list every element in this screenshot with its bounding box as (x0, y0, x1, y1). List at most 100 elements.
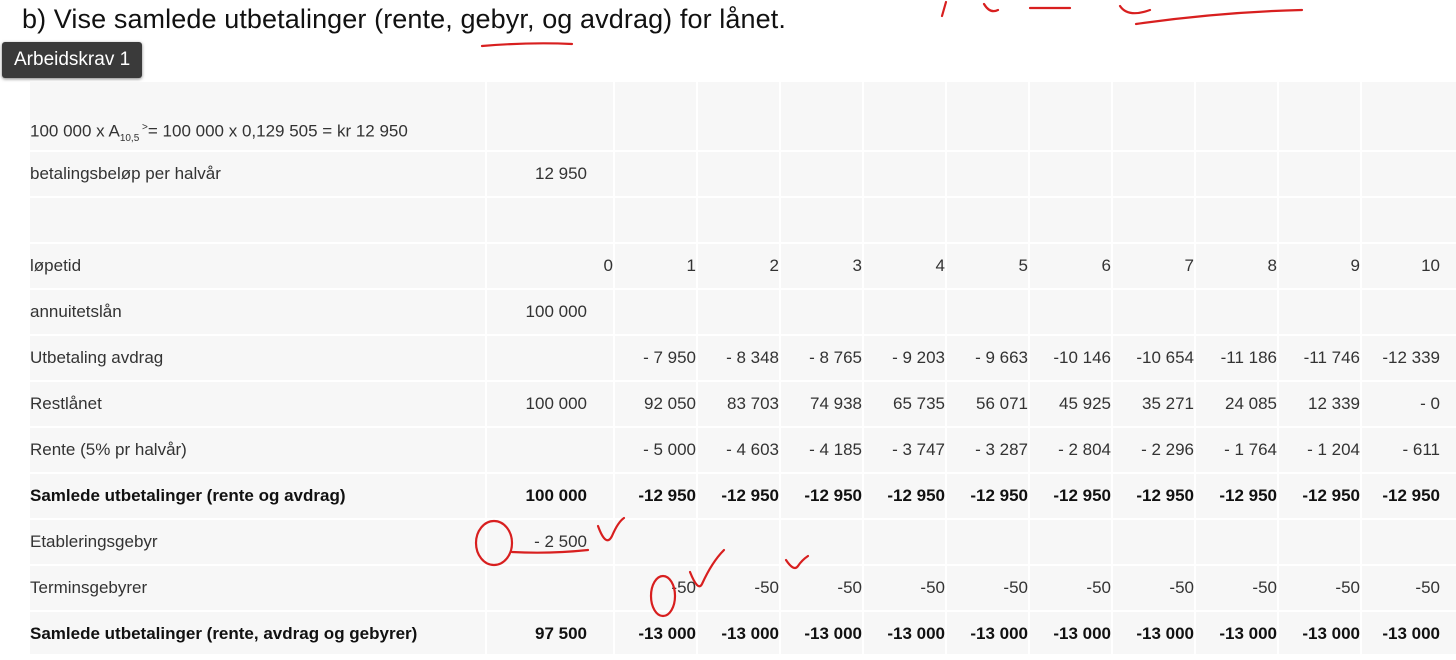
row-label: Samlede utbetalinger (rente, avdrag og g… (30, 624, 418, 643)
table-cell: -12 950 (1302, 486, 1360, 505)
table-cell: -50 (920, 578, 945, 597)
grid-line (1111, 82, 1113, 654)
table-row: løpetid 0 1 2 3 4 5 6 7 8 9 10 (30, 244, 1456, 290)
formula-arrow: ˃ (139, 122, 148, 133)
table-cell: -12 950 (970, 486, 1028, 505)
table-cell: -13 000 (638, 624, 696, 643)
table-cell: 100 000 (525, 486, 587, 505)
table-cell: 65 735 (893, 394, 945, 413)
table-cell: - 2 804 (1058, 440, 1111, 459)
annotation-scribble-top (940, 0, 1304, 26)
row-label: Rente (5% pr halvår) (30, 440, 187, 459)
slide-title-badge: Arbeidskrav 1 (2, 42, 143, 78)
table-cell: -11 746 (1303, 348, 1360, 367)
grid-line (945, 82, 947, 654)
table-row: Restlånet 100 000 92 050 83 703 74 938 65 735… (30, 382, 1456, 428)
table-row: Rente (5% pr halvår) - 5 000 - 4 603 - 4 18… (30, 428, 1456, 474)
period-number: 7 (1184, 256, 1194, 275)
table-cell: - 1 204 (1307, 440, 1360, 459)
table-cell: -12 950 (638, 486, 696, 505)
table-cell: -13 000 (1136, 624, 1194, 643)
table-cell: - 4 185 (809, 440, 862, 459)
table-cell: - 1 764 (1224, 440, 1277, 459)
table-row: Etableringsgebyr - 2 500 (30, 520, 1456, 566)
table-cell: 74 938 (810, 394, 862, 413)
table-cell: -50 (1086, 578, 1111, 597)
spreadsheet-table: 100 000 x A10,5 ˃= 100 000 x 0,129 505 =… (30, 82, 1456, 658)
grid-line (1360, 82, 1362, 654)
table-cell: - 9 663 (975, 348, 1028, 367)
table-cell: 100 000 (525, 394, 587, 413)
table-cell: -12 950 (1053, 486, 1111, 505)
table-cell: 12 950 (535, 164, 587, 183)
table-row (30, 198, 1456, 244)
annotation-underline (480, 42, 574, 48)
grid-line (1194, 82, 1196, 654)
annuity-formula: 100 000 x A10,5 ˃= 100 000 x 0,129 505 =… (30, 106, 408, 150)
table-cell: - 3 287 (975, 440, 1028, 459)
table-cell: -12 950 (721, 486, 779, 505)
table-row: Samlede utbetalinger (rente, avdrag og g… (30, 612, 1456, 658)
table-cell: 97 500 (535, 624, 587, 643)
period-number: 5 (1018, 256, 1028, 275)
table-row: betalingsbeløp per halvår 12 950 (30, 152, 1456, 198)
table-cell: - 2 500 (534, 532, 587, 551)
period-number: 9 (1350, 256, 1360, 275)
grid-line (696, 82, 698, 654)
table-cell: - 3 747 (892, 440, 945, 459)
row-label: Terminsgebyrer (30, 578, 148, 597)
period-number: 4 (935, 256, 945, 275)
table-cell: 35 271 (1142, 394, 1194, 413)
table-cell: -13 000 (1382, 624, 1440, 643)
table-cell: - 4 603 (726, 440, 779, 459)
table-cell: 24 085 (1225, 394, 1277, 413)
period-number: 10 (1421, 256, 1440, 275)
table-cell: -50 (1003, 578, 1028, 597)
table-cell: - 8 348 (726, 348, 779, 367)
grid-line (485, 82, 487, 654)
grid-line (1028, 82, 1030, 654)
period-number: 2 (769, 256, 779, 275)
table-cell: -12 950 (1219, 486, 1277, 505)
table-cell: -13 000 (970, 624, 1028, 643)
table-cell: -12 950 (887, 486, 945, 505)
formula-prefix: 100 000 x A (30, 121, 120, 141)
table-cell: -13 000 (1219, 624, 1277, 643)
formula-subscript: 10,5 (119, 133, 140, 145)
table-cell: -13 000 (804, 624, 862, 643)
table-cell: -13 000 (887, 624, 945, 643)
page-heading: b) Vise samlede utbetalinger (rente, geb… (22, 4, 786, 34)
table-row: 100 000 x A10,5 ˃= 100 000 x 0,129 505 =… (30, 106, 1456, 152)
row-label: betalingsbeløp per halvår (30, 164, 221, 183)
row-label: annuitetslån (30, 302, 122, 321)
table-cell: -11 186 (1220, 348, 1277, 367)
table-row: annuitetslån 100 000 (30, 290, 1456, 336)
table-cell: -12 950 (804, 486, 862, 505)
table-row: Terminsgebyrer -50 -50 -50 -50 -50 -50 -50 -50 -5… (30, 566, 1456, 612)
period-number: 0 (603, 256, 613, 275)
table-cell: 12 339 (1308, 394, 1360, 413)
grid-line (862, 82, 864, 654)
table-cell: -12 339 (1382, 348, 1440, 367)
table-cell: -10 146 (1053, 348, 1111, 367)
period-number: 8 (1267, 256, 1277, 275)
table-cell: -12 950 (1136, 486, 1194, 505)
table-cell: -12 950 (1382, 486, 1440, 505)
row-label: Utbetaling avdrag (30, 348, 164, 367)
table-cell: 56 071 (976, 394, 1028, 413)
table-cell: -13 000 (1302, 624, 1360, 643)
table-cell: - 9 203 (892, 348, 945, 367)
grid-line (1277, 82, 1279, 654)
table-row: Samlede utbetalinger (rente og avdrag) 10… (30, 474, 1456, 520)
table-row: Utbetaling avdrag - 7 950 - 8 348 - 8 765 - … (30, 336, 1456, 382)
grid-line (613, 82, 615, 654)
grid-line (779, 82, 781, 654)
row-label: løpetid (30, 256, 82, 275)
table-cell: -50 (837, 578, 862, 597)
table-cell: -13 000 (1053, 624, 1111, 643)
row-label: Etableringsgebyr (30, 532, 158, 551)
table-cell: - 2 296 (1141, 440, 1194, 459)
table-cell: 92 050 (644, 394, 696, 413)
table-cell: -50 (754, 578, 779, 597)
table-cell: 45 925 (1059, 394, 1111, 413)
